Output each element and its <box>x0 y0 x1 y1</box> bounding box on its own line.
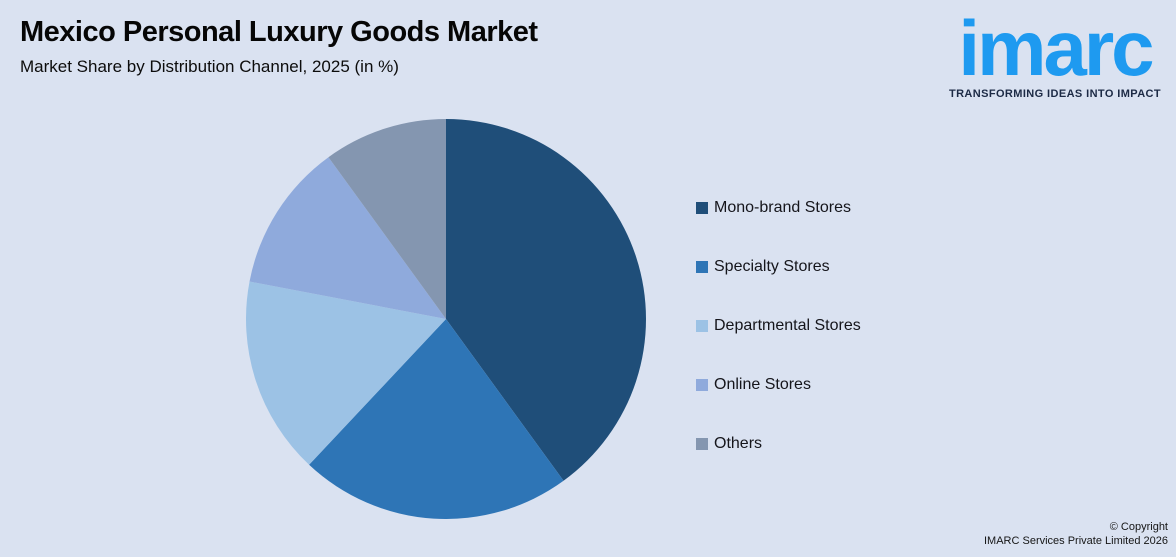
legend-label: Specialty Stores <box>714 258 830 275</box>
pie-chart <box>246 119 646 519</box>
legend-swatch-others <box>696 438 708 450</box>
chart-header: Mexico Personal Luxury Goods Market Mark… <box>20 16 538 77</box>
legend-label: Online Stores <box>714 376 811 393</box>
legend-label: Departmental Stores <box>714 317 861 334</box>
copyright-line1: © Copyright <box>1109 521 1168 533</box>
legend-item-mono-brand-stores: Mono-brand Stores <box>696 198 861 218</box>
page-title: Mexico Personal Luxury Goods Market <box>20 16 538 48</box>
copyright-line2: IMARC Services Private Limited 2026 <box>983 535 1168 547</box>
legend-item-departmental-stores: Departmental Stores <box>696 316 861 336</box>
legend-swatch-specialty-stores <box>696 261 708 273</box>
pie-slice-mono-brand-stores <box>446 119 646 481</box>
copyright-notice: © Copyright IMARC Services Private Limit… <box>984 520 1168 548</box>
legend-swatch-online-stores <box>696 379 708 391</box>
legend-item-specialty-stores: Specialty Stores <box>696 257 861 277</box>
legend-swatch-mono-brand-stores <box>696 202 708 214</box>
legend-label: Mono-brand Stores <box>714 199 851 216</box>
pie-chart-svg <box>246 119 646 519</box>
imarc-logo-wordmark: imarc <box>958 4 1154 92</box>
legend-item-others: Others <box>696 434 861 454</box>
imarc-logo-tagline: TRANSFORMING IDEAS INTO IMPACT <box>948 88 1162 100</box>
chart-legend: Mono-brand Stores Specialty Stores Depar… <box>696 198 861 493</box>
page-subtitle: Market Share by Distribution Channel, 20… <box>20 57 399 77</box>
legend-label: Others <box>714 435 763 452</box>
pie-slice-departmental-stores <box>246 281 446 465</box>
legend-swatch-departmental-stores <box>696 320 708 332</box>
imarc-logo: imarc TRANSFORMING IDEAS INTO IMPACT <box>939 6 1171 100</box>
legend-item-online-stores: Online Stores <box>696 375 861 395</box>
pie-slice-others <box>328 119 446 319</box>
pie-slice-specialty-stores <box>309 319 564 519</box>
pie-slice-online-stores <box>249 157 446 319</box>
